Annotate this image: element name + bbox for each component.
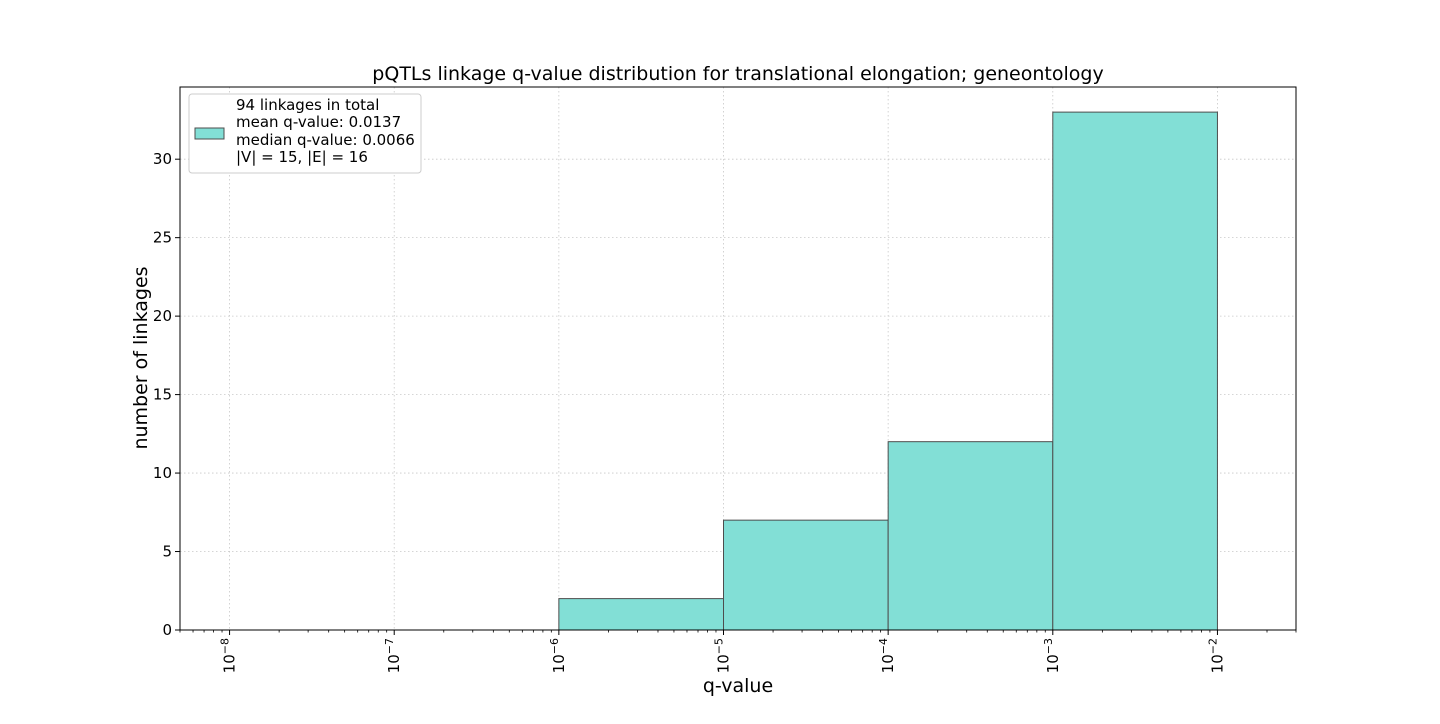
y-tick-label: 15 <box>153 386 172 404</box>
histogram-bar <box>723 519 889 631</box>
x-tick-label: 10−6 <box>548 638 568 673</box>
x-tick-label: 10−7 <box>383 638 403 673</box>
legend-line-mean: mean q-value: 0.0137 <box>236 113 401 131</box>
legend-line-total: 94 linkages in total <box>236 96 379 114</box>
histogram-bar <box>887 441 1054 631</box>
histogram-bar <box>558 598 725 631</box>
legend-line-graph-size: |V| = 15, |E| = 16 <box>236 148 368 166</box>
y-tick-label: 30 <box>153 150 172 168</box>
legend: 94 linkages in total mean q-value: 0.013… <box>188 93 422 174</box>
legend-line-median: median q-value: 0.0066 <box>236 131 415 149</box>
y-tick-label: 25 <box>153 229 172 247</box>
y-axis-ticks: 0 5 10 15 20 25 30 <box>153 150 180 639</box>
x-axis-ticks: 10−8 10−7 10−6 10−5 10−4 10−3 10−2 <box>179 630 1297 673</box>
legend-box <box>188 93 422 174</box>
x-tick-label: 10−8 <box>219 638 239 673</box>
x-tick-label: 10−2 <box>1206 638 1226 673</box>
x-tick-label: 10−3 <box>1042 638 1062 673</box>
x-tick-label: 10−4 <box>877 638 897 673</box>
y-tick-label: 20 <box>153 307 172 325</box>
plot-area-frame <box>179 86 1297 631</box>
y-tick-label: 5 <box>162 543 172 561</box>
y-axis-label: number of linkages <box>130 266 152 449</box>
y-tick-label: 0 <box>162 621 172 639</box>
histogram-bars <box>558 111 1218 631</box>
y-tick-label: 10 <box>153 464 172 482</box>
histogram-bar <box>1052 111 1218 631</box>
x-tick-label: 10−5 <box>713 638 733 673</box>
x-axis-label: q-value <box>703 675 773 697</box>
chart-title: pQTLs linkage q-value distribution for t… <box>372 63 1103 85</box>
legend-swatch <box>194 127 225 140</box>
